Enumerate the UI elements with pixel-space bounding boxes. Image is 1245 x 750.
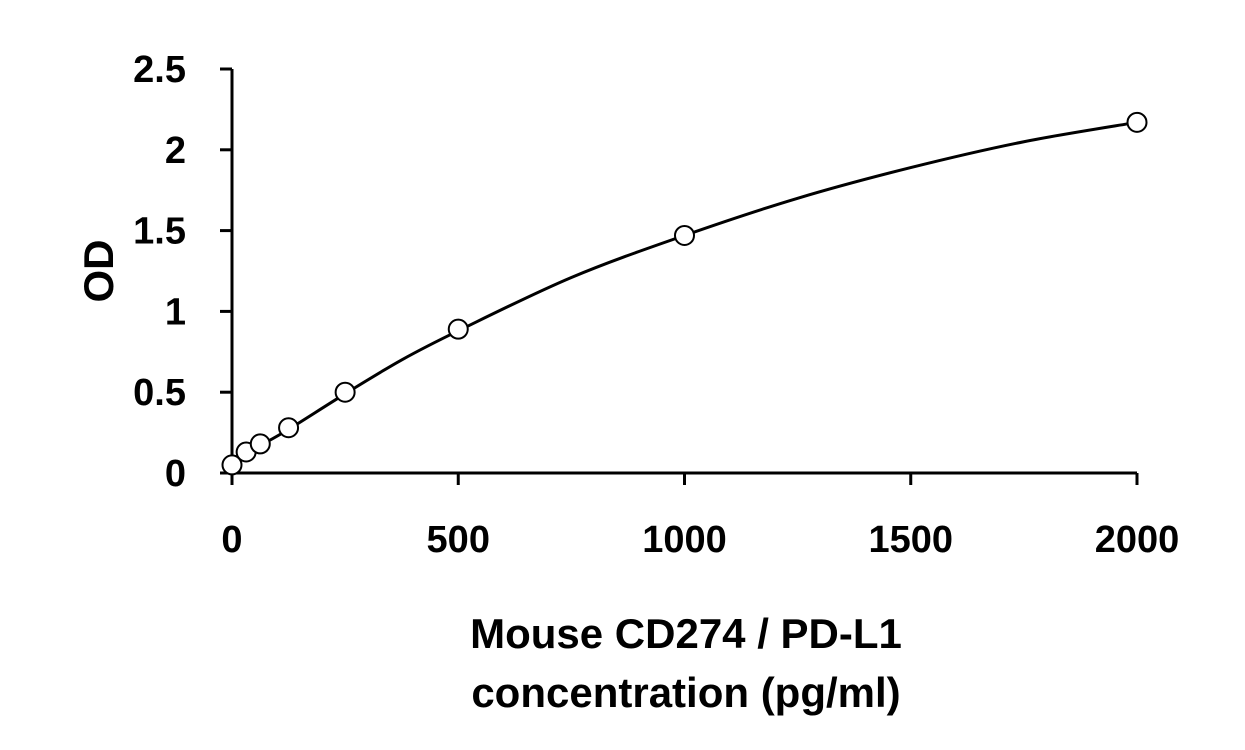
data-point <box>674 224 695 246</box>
fit-curve-line <box>231 120 1138 463</box>
x-axis-title-line-1: Mouse CD274 / PD-L1 <box>470 610 902 657</box>
data-points <box>221 111 1148 476</box>
x-tick-label: 0 <box>221 519 242 561</box>
y-tick-label: 0.5 <box>133 372 186 414</box>
data-point <box>334 381 356 403</box>
x-tick-label: 1000 <box>642 519 727 561</box>
y-tick-label: 2 <box>165 130 186 172</box>
data-point <box>1126 111 1148 133</box>
x-tick-label: 500 <box>427 519 490 561</box>
data-point <box>447 318 469 340</box>
x-tick-label: 1500 <box>868 519 953 561</box>
x-tick-label: 2000 <box>1095 519 1180 561</box>
y-tick-label: 1 <box>165 291 186 333</box>
y-axis-title: OD <box>75 240 122 303</box>
axes: 0 0.5 1 1.5 2 2.5 0 500 1000 1500 2000 <box>133 49 1179 561</box>
data-point <box>221 454 243 476</box>
data-point <box>249 433 271 455</box>
data-point <box>278 417 300 439</box>
x-axis-title-line-2: concentration (pg/ml) <box>471 669 900 716</box>
y-tick-label: 2.5 <box>133 49 186 91</box>
x-ticks: 0 500 1000 1500 2000 <box>221 473 1179 561</box>
y-tick-label: 0 <box>165 453 186 495</box>
y-tick-label: 1.5 <box>133 211 186 253</box>
y-ticks: 0 0.5 1 1.5 2 2.5 <box>133 49 232 495</box>
